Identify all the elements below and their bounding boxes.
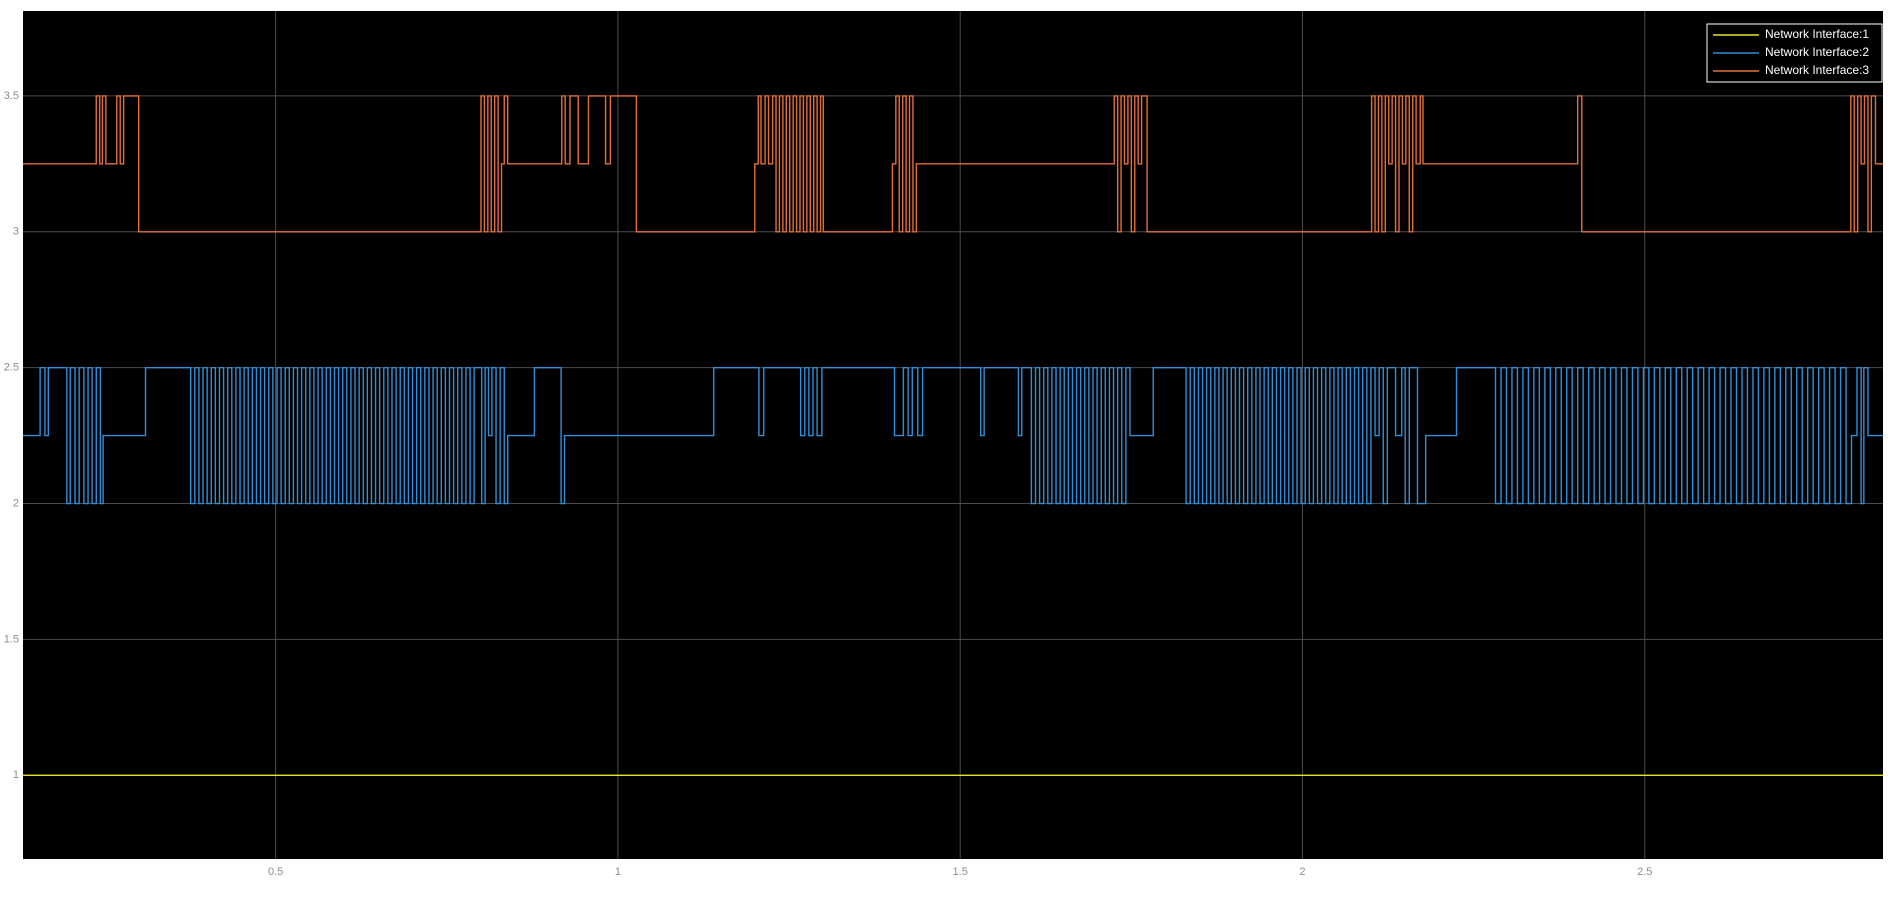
legend: Network Interface:1 Network Interface:2 Ne…: [1706, 23, 1883, 83]
x-tick-label: 2: [1299, 866, 1305, 878]
x-tick-label: 2.5: [1637, 866, 1652, 878]
series-line: [23, 95, 1883, 233]
y-tick-label: 2.5: [4, 362, 19, 374]
x-tick-label: 1.5: [953, 866, 968, 878]
y-tick-label: 3.5: [4, 90, 19, 102]
y-tick-label: 3: [13, 226, 19, 238]
legend-label: Network Interface:1: [1765, 27, 1869, 41]
series-line: [23, 366, 1883, 505]
y-tick-label: 1: [13, 769, 19, 781]
x-tick-label: 0.5: [268, 866, 283, 878]
plot-area: [23, 11, 1883, 859]
lines: [23, 95, 1883, 777]
y-tick-label: 2: [13, 497, 19, 509]
legend-label: Network Interface:2: [1765, 45, 1869, 59]
x-tick-label: 1: [615, 866, 621, 878]
y-tick-label: 1.5: [4, 633, 19, 645]
ticks: 0.5 1 1.5 2 2.5 1 1.5 2 2.5 3 3.5: [4, 90, 1653, 878]
legend-label: Network Interface:3: [1765, 63, 1869, 77]
